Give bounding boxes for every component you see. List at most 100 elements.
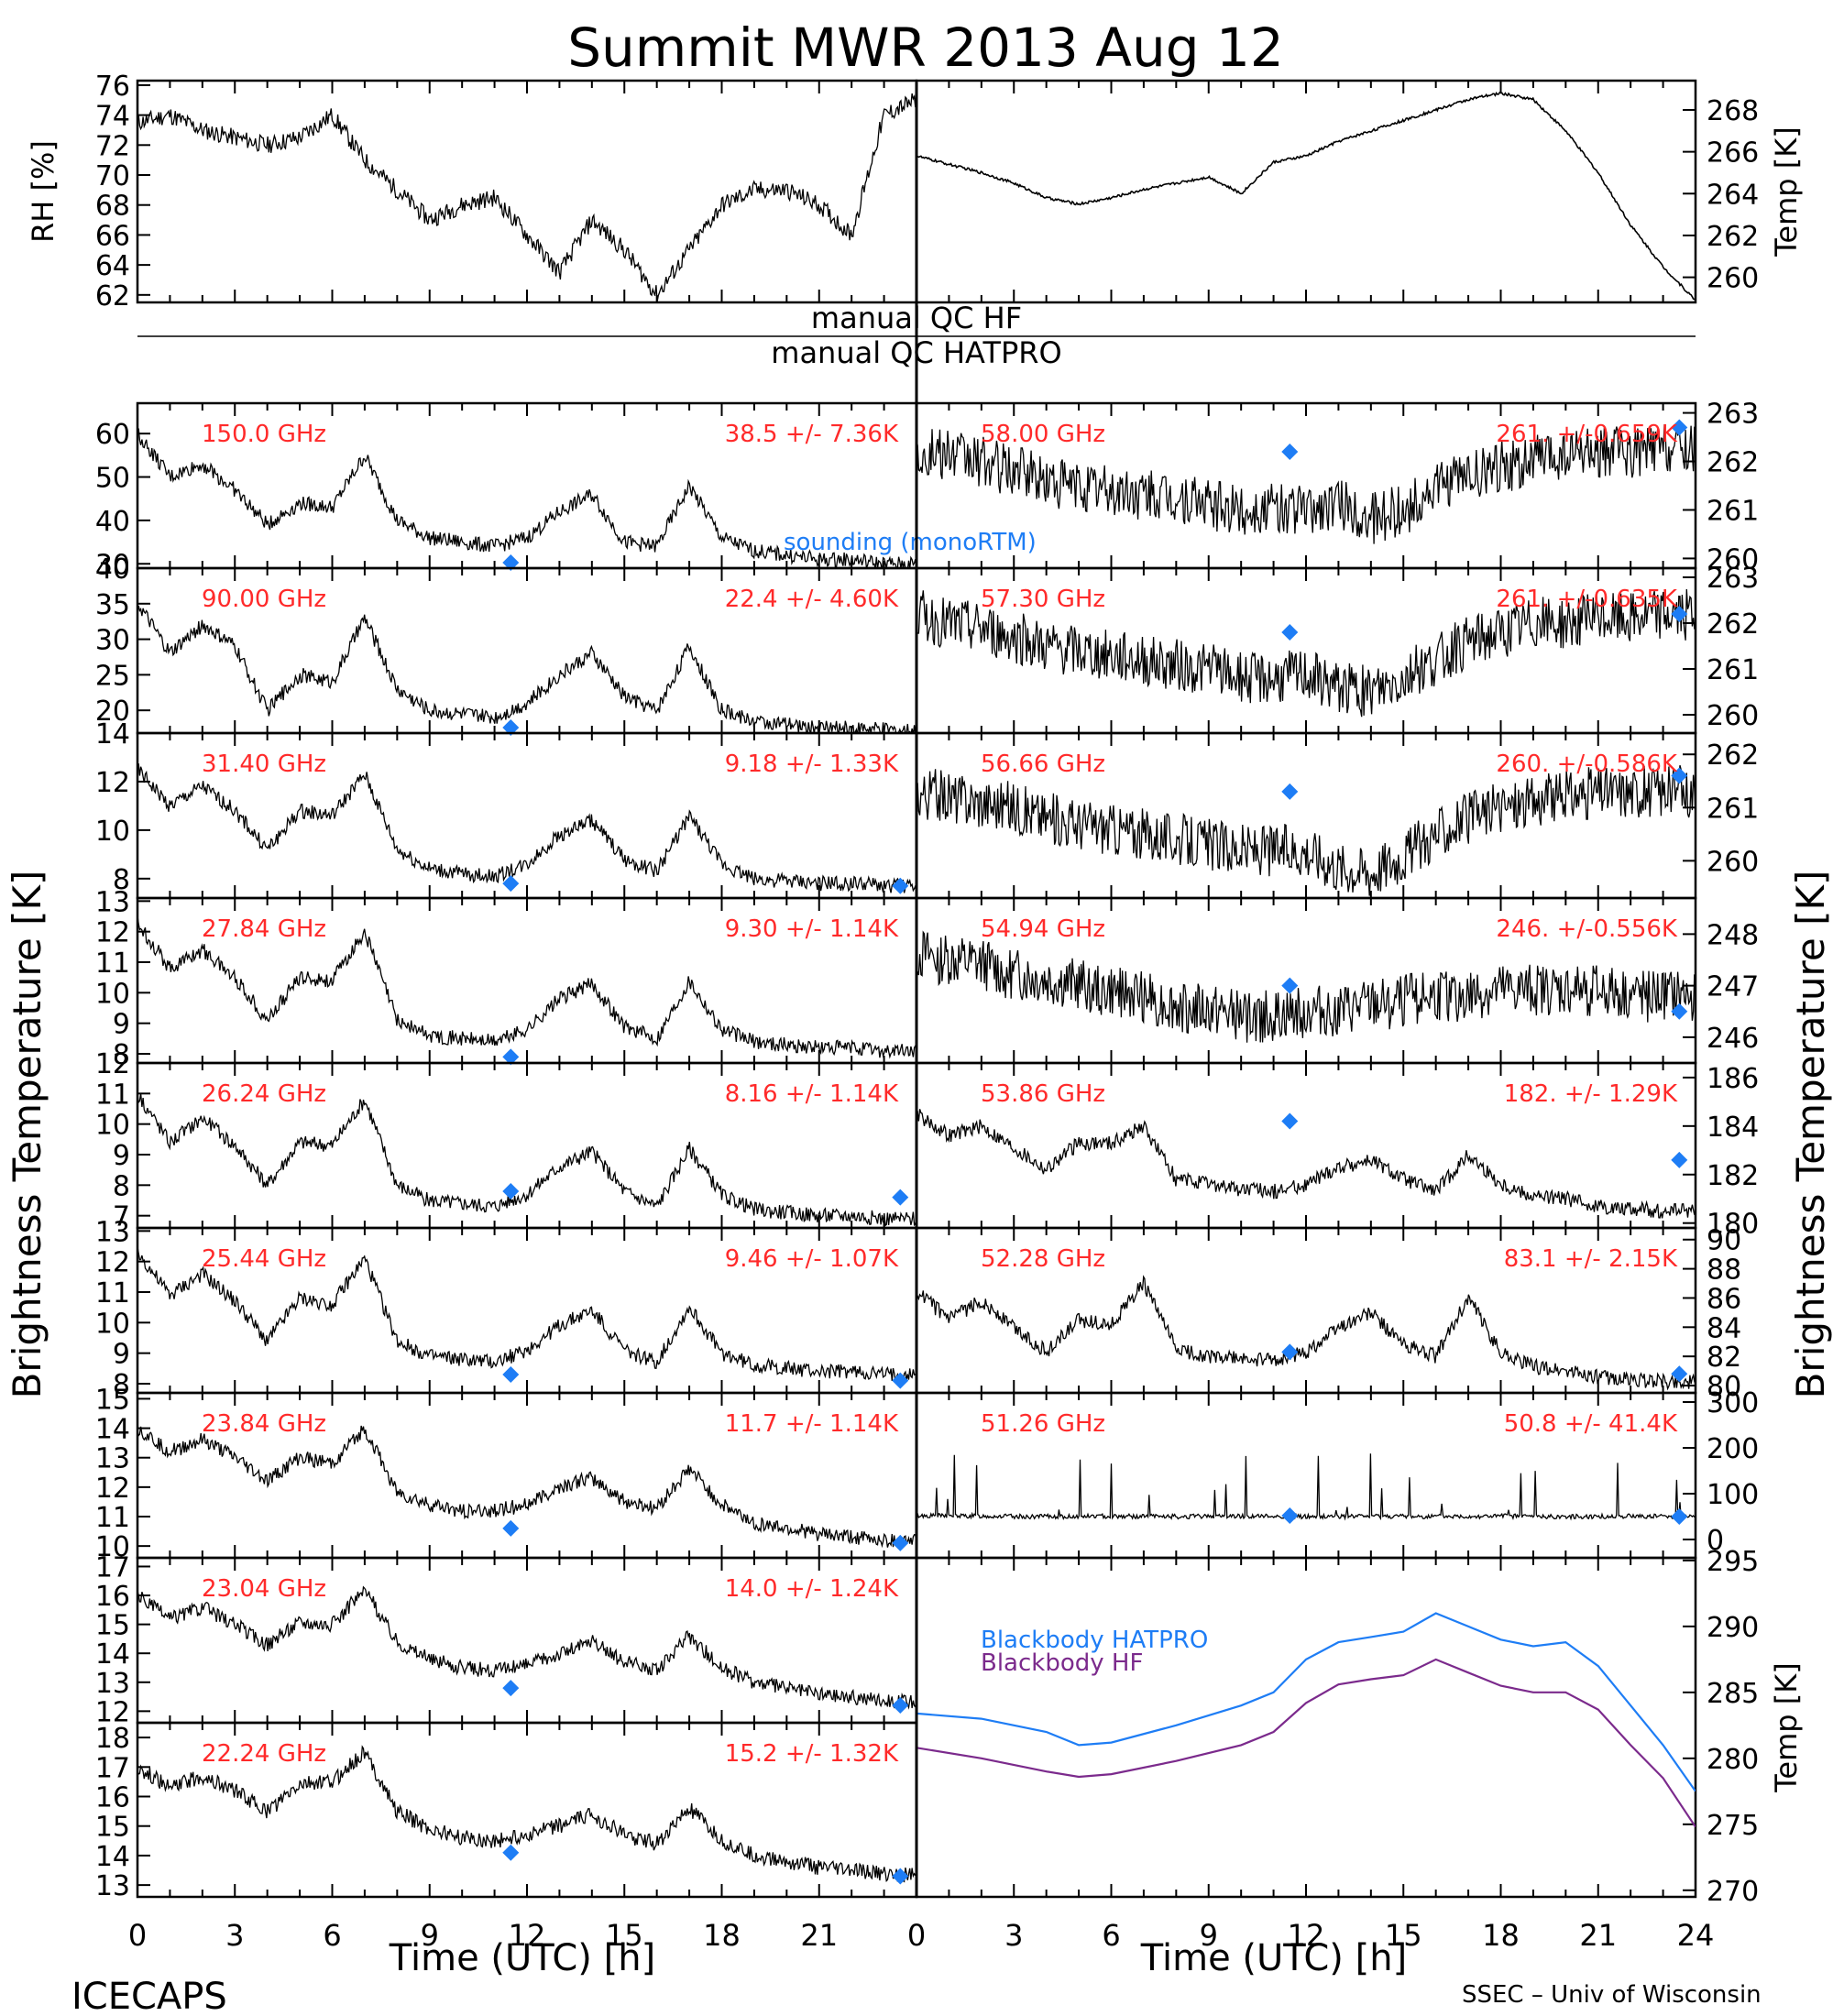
stat-label: 9.18 +/- 1.33K — [725, 751, 899, 778]
frequency-label: 22.24 GHz — [202, 1740, 326, 1768]
y-tick-label: 262 — [1707, 221, 1759, 253]
stat-label: 9.46 +/- 1.07K — [725, 1245, 899, 1273]
y-tick-label: 8 — [113, 1369, 130, 1401]
panel-temp: 260 262 264 266 268 Temp [K] — [915, 79, 1804, 304]
x-tick-label-left: 21 — [800, 1918, 838, 1953]
y-tick-label: 186 — [1707, 1063, 1759, 1095]
y-tick-label: 263 — [1707, 399, 1759, 431]
panel-frame — [915, 79, 1697, 304]
y-tick-label: 60 — [95, 419, 130, 451]
y-tick-label: 86 — [1707, 1283, 1741, 1315]
panel-data — [137, 1745, 916, 1883]
y-tick-label: 0 — [1707, 1525, 1724, 1557]
figure-title: Summit MWR 2013 Aug 12 — [567, 16, 1284, 79]
y-tick-label: 13 — [95, 886, 130, 918]
y-tick-label: 90 — [1707, 1225, 1741, 1257]
y-tick-label: 261 — [1707, 793, 1759, 825]
y-tick-label: 62 — [95, 280, 130, 312]
x-tick-label-right: 0 — [907, 1918, 926, 1953]
y-tick-label: 8 — [113, 1039, 130, 1071]
sounding-marker — [892, 1189, 909, 1206]
panel-data — [916, 1275, 1696, 1391]
sounding-marker — [1671, 1508, 1688, 1525]
data-trace — [916, 930, 1696, 1043]
frequency-label: 27.84 GHz — [202, 915, 326, 943]
y-tick-label: 17 — [95, 1752, 130, 1784]
y-tick-label: 300 — [1707, 1387, 1759, 1419]
stat-label: 11.7 +/- 1.14K — [725, 1410, 899, 1438]
stat-label: 246. +/-0.556K — [1496, 915, 1678, 943]
x-tick-label-right: 24 — [1677, 1918, 1715, 1953]
data-trace — [137, 428, 916, 568]
y-tick-label: 13 — [95, 1216, 130, 1248]
sounding-marker — [1281, 443, 1299, 460]
y-tick-label: 11 — [95, 948, 130, 980]
data-trace — [137, 1246, 916, 1384]
y-tick-label: 260 — [1707, 543, 1759, 575]
y-tick-label: 260 — [1707, 263, 1759, 295]
data-trace — [916, 1453, 1696, 1521]
panel-data — [916, 765, 1696, 896]
data-trace — [137, 606, 916, 733]
x-tick-label-right: 9 — [1200, 1918, 1218, 1953]
y-tick-label: 260 — [1707, 700, 1759, 732]
stat-label: 83.1 +/- 2.15K — [1504, 1245, 1678, 1273]
y-tick-label: 260 — [1707, 846, 1759, 878]
sounding-marker — [1281, 624, 1299, 641]
y-tick-label: 262 — [1707, 740, 1759, 772]
frequency-label: 56.66 GHz — [981, 751, 1105, 778]
frequency-label: 31.40 GHz — [202, 751, 326, 778]
y-tick-label: 8 — [113, 1170, 130, 1202]
frequency-label: 54.94 GHz — [981, 915, 1105, 943]
y-tick-label: 15 — [95, 1384, 130, 1416]
sounding-marker — [1281, 1112, 1299, 1130]
x-tick-label-left: 9 — [421, 1918, 439, 1953]
data-trace — [137, 93, 916, 302]
sounding-marker — [1671, 1365, 1688, 1383]
frequency-label: 23.84 GHz — [202, 1410, 326, 1438]
y-tick-label: 84 — [1707, 1312, 1741, 1344]
panel-31: 8 10 12 14 31.40 GHz 9.18 +/- 1.33K — [95, 718, 918, 900]
y-tick-label: 280 — [1707, 1744, 1759, 1776]
stat-label: 15.2 +/- 1.32K — [725, 1740, 899, 1768]
frequency-label: 26.24 GHz — [202, 1080, 326, 1108]
legend-label: Blackbody HATPRO — [981, 1627, 1208, 1654]
y-tick-label: 8 — [113, 864, 130, 896]
panel-data — [137, 1585, 916, 1710]
panel-data — [916, 91, 1696, 301]
sounding-marker — [502, 1519, 520, 1537]
y-tick-label: 248 — [1707, 919, 1759, 951]
y-tick-label: 25 — [95, 660, 130, 692]
y-tick-label: 15 — [95, 1812, 130, 1844]
sounding-marker — [502, 1183, 520, 1200]
y-tick-label: 16 — [95, 1782, 130, 1814]
y-tick-label: 13 — [95, 1443, 130, 1475]
panel-53: 180 182 184 186 53.86 GHz 182. +/- 1.29K — [915, 1061, 1759, 1241]
stat-label: 260. +/-0.586K — [1496, 751, 1678, 778]
frequency-label: 51.26 GHz — [981, 1410, 1105, 1438]
y-axis-label-left: Brightness Temperature [K] — [5, 871, 49, 1399]
sounding-marker — [892, 1868, 909, 1885]
y-tick-label: 20 — [95, 696, 130, 728]
panel-ylabel: Temp [K] — [1769, 126, 1804, 257]
y-tick-label: 30 — [95, 625, 130, 657]
panel-51: 0 100 200 300 51.26 GHz 50.8 +/- 41.4K — [915, 1387, 1759, 1560]
y-tick-label: 14 — [95, 1841, 130, 1873]
y-tick-label: 76 — [95, 71, 130, 103]
data-trace — [137, 915, 916, 1059]
data-trace — [137, 1425, 916, 1549]
stat-label: 38.5 +/- 7.36K — [725, 421, 899, 448]
y-tick-label: 261 — [1707, 495, 1759, 527]
panel-data — [137, 428, 916, 568]
footer-right-label: SSEC – Univ of Wisconsin — [1462, 1981, 1762, 2009]
y-tick-label: 262 — [1707, 447, 1759, 479]
data-trace — [916, 765, 1696, 896]
y-tick-label: 13 — [95, 1870, 130, 1902]
y-tick-label: 295 — [1707, 1546, 1759, 1578]
x-tick-label-left: 6 — [323, 1918, 341, 1953]
frequency-label: 52.28 GHz — [981, 1245, 1105, 1273]
